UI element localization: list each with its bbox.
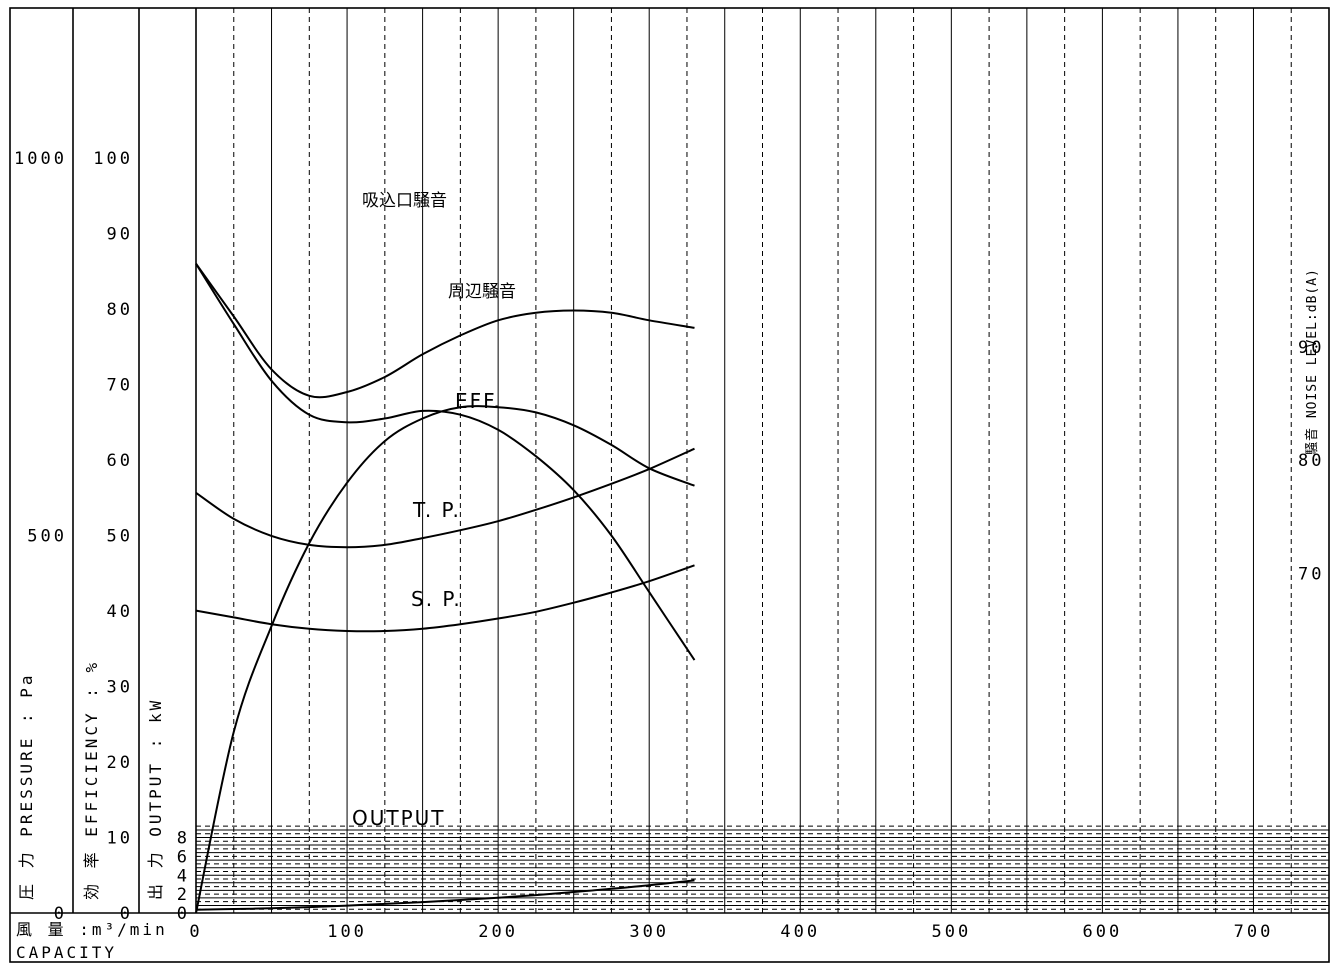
efficiency-tick-label: 0: [120, 904, 133, 924]
noise-axis-label: 騒音 NOISE LEVEL:dB(A): [1304, 268, 1320, 455]
output-tick-label: 8: [177, 829, 190, 849]
series-3-label: T. P.: [412, 498, 461, 522]
efficiency-tick-label: 80: [107, 300, 133, 320]
chart-frame: [9, 7, 1330, 963]
x-axis-label: 風 量 :m³/min: [16, 920, 168, 939]
noise-tick-label: 90: [1298, 338, 1324, 358]
x-axis-label-en: CAPACITY: [16, 943, 117, 962]
x-tick-label: 700: [1234, 922, 1274, 942]
efficiency-tick-label: 90: [107, 225, 133, 245]
series-5-line: [195, 879, 695, 911]
noise-tick-label: 80: [1298, 451, 1324, 471]
series-1-label: 周辺騒音: [448, 282, 516, 302]
series-4-line: [195, 263, 696, 661]
tick-labels: 0 100 200 300 400 500 600 700050010000102030405…: [14, 149, 1324, 942]
output-tick-label: 2: [177, 885, 190, 905]
efficiency-tick-label: 60: [107, 451, 133, 471]
output-tick-label: 4: [177, 866, 190, 886]
x-tick-label: 600: [1083, 922, 1123, 942]
series-2-line: [195, 405, 695, 914]
series-0-line: [195, 447, 695, 549]
axis-labels: 風 量 :m³/min CAPACITY 圧 力 PRESSURE : Pa 効…: [16, 268, 1320, 962]
x-tick-label: 0: [189, 922, 202, 942]
series-1-line: [195, 564, 695, 633]
efficiency-axis-label: 効 率 EFFICIENCY : %: [82, 660, 101, 900]
series-5-label: OUTPUT: [352, 806, 446, 830]
pressure-tick-label: 500: [27, 527, 67, 547]
efficiency-tick-label: 30: [107, 678, 133, 698]
pressure-axis-label: 圧 力 PRESSURE : Pa: [17, 673, 36, 901]
efficiency-tick-label: 20: [107, 753, 133, 773]
series-3-line: [195, 263, 695, 399]
output-axis-label: 出 力 OUTPUT : kW: [146, 698, 165, 900]
series-4-label: S. P.: [411, 587, 462, 611]
efficiency-tick-label: 100: [93, 149, 133, 169]
x-tick-label: 400: [780, 922, 820, 942]
pressure-tick-label: 0: [54, 904, 67, 924]
x-tick-label: 500: [931, 922, 971, 942]
output-tick-label: 6: [177, 847, 190, 867]
efficiency-tick-label: 50: [107, 527, 133, 547]
grid: [196, 8, 1329, 913]
series-0-label: 吸込口騒音: [362, 191, 447, 211]
output-tick-label: 0: [177, 904, 190, 924]
x-tick-label: 100: [327, 922, 367, 942]
pressure-tick-label: 1000: [14, 149, 67, 169]
series-2-label: EFF.: [455, 389, 502, 413]
efficiency-tick-label: 70: [107, 376, 133, 396]
efficiency-tick-label: 10: [107, 829, 133, 849]
noise-tick-label: 70: [1298, 564, 1324, 584]
x-tick-label: 300: [629, 922, 669, 942]
efficiency-tick-label: 40: [107, 602, 133, 622]
x-tick-label: 200: [478, 922, 518, 942]
